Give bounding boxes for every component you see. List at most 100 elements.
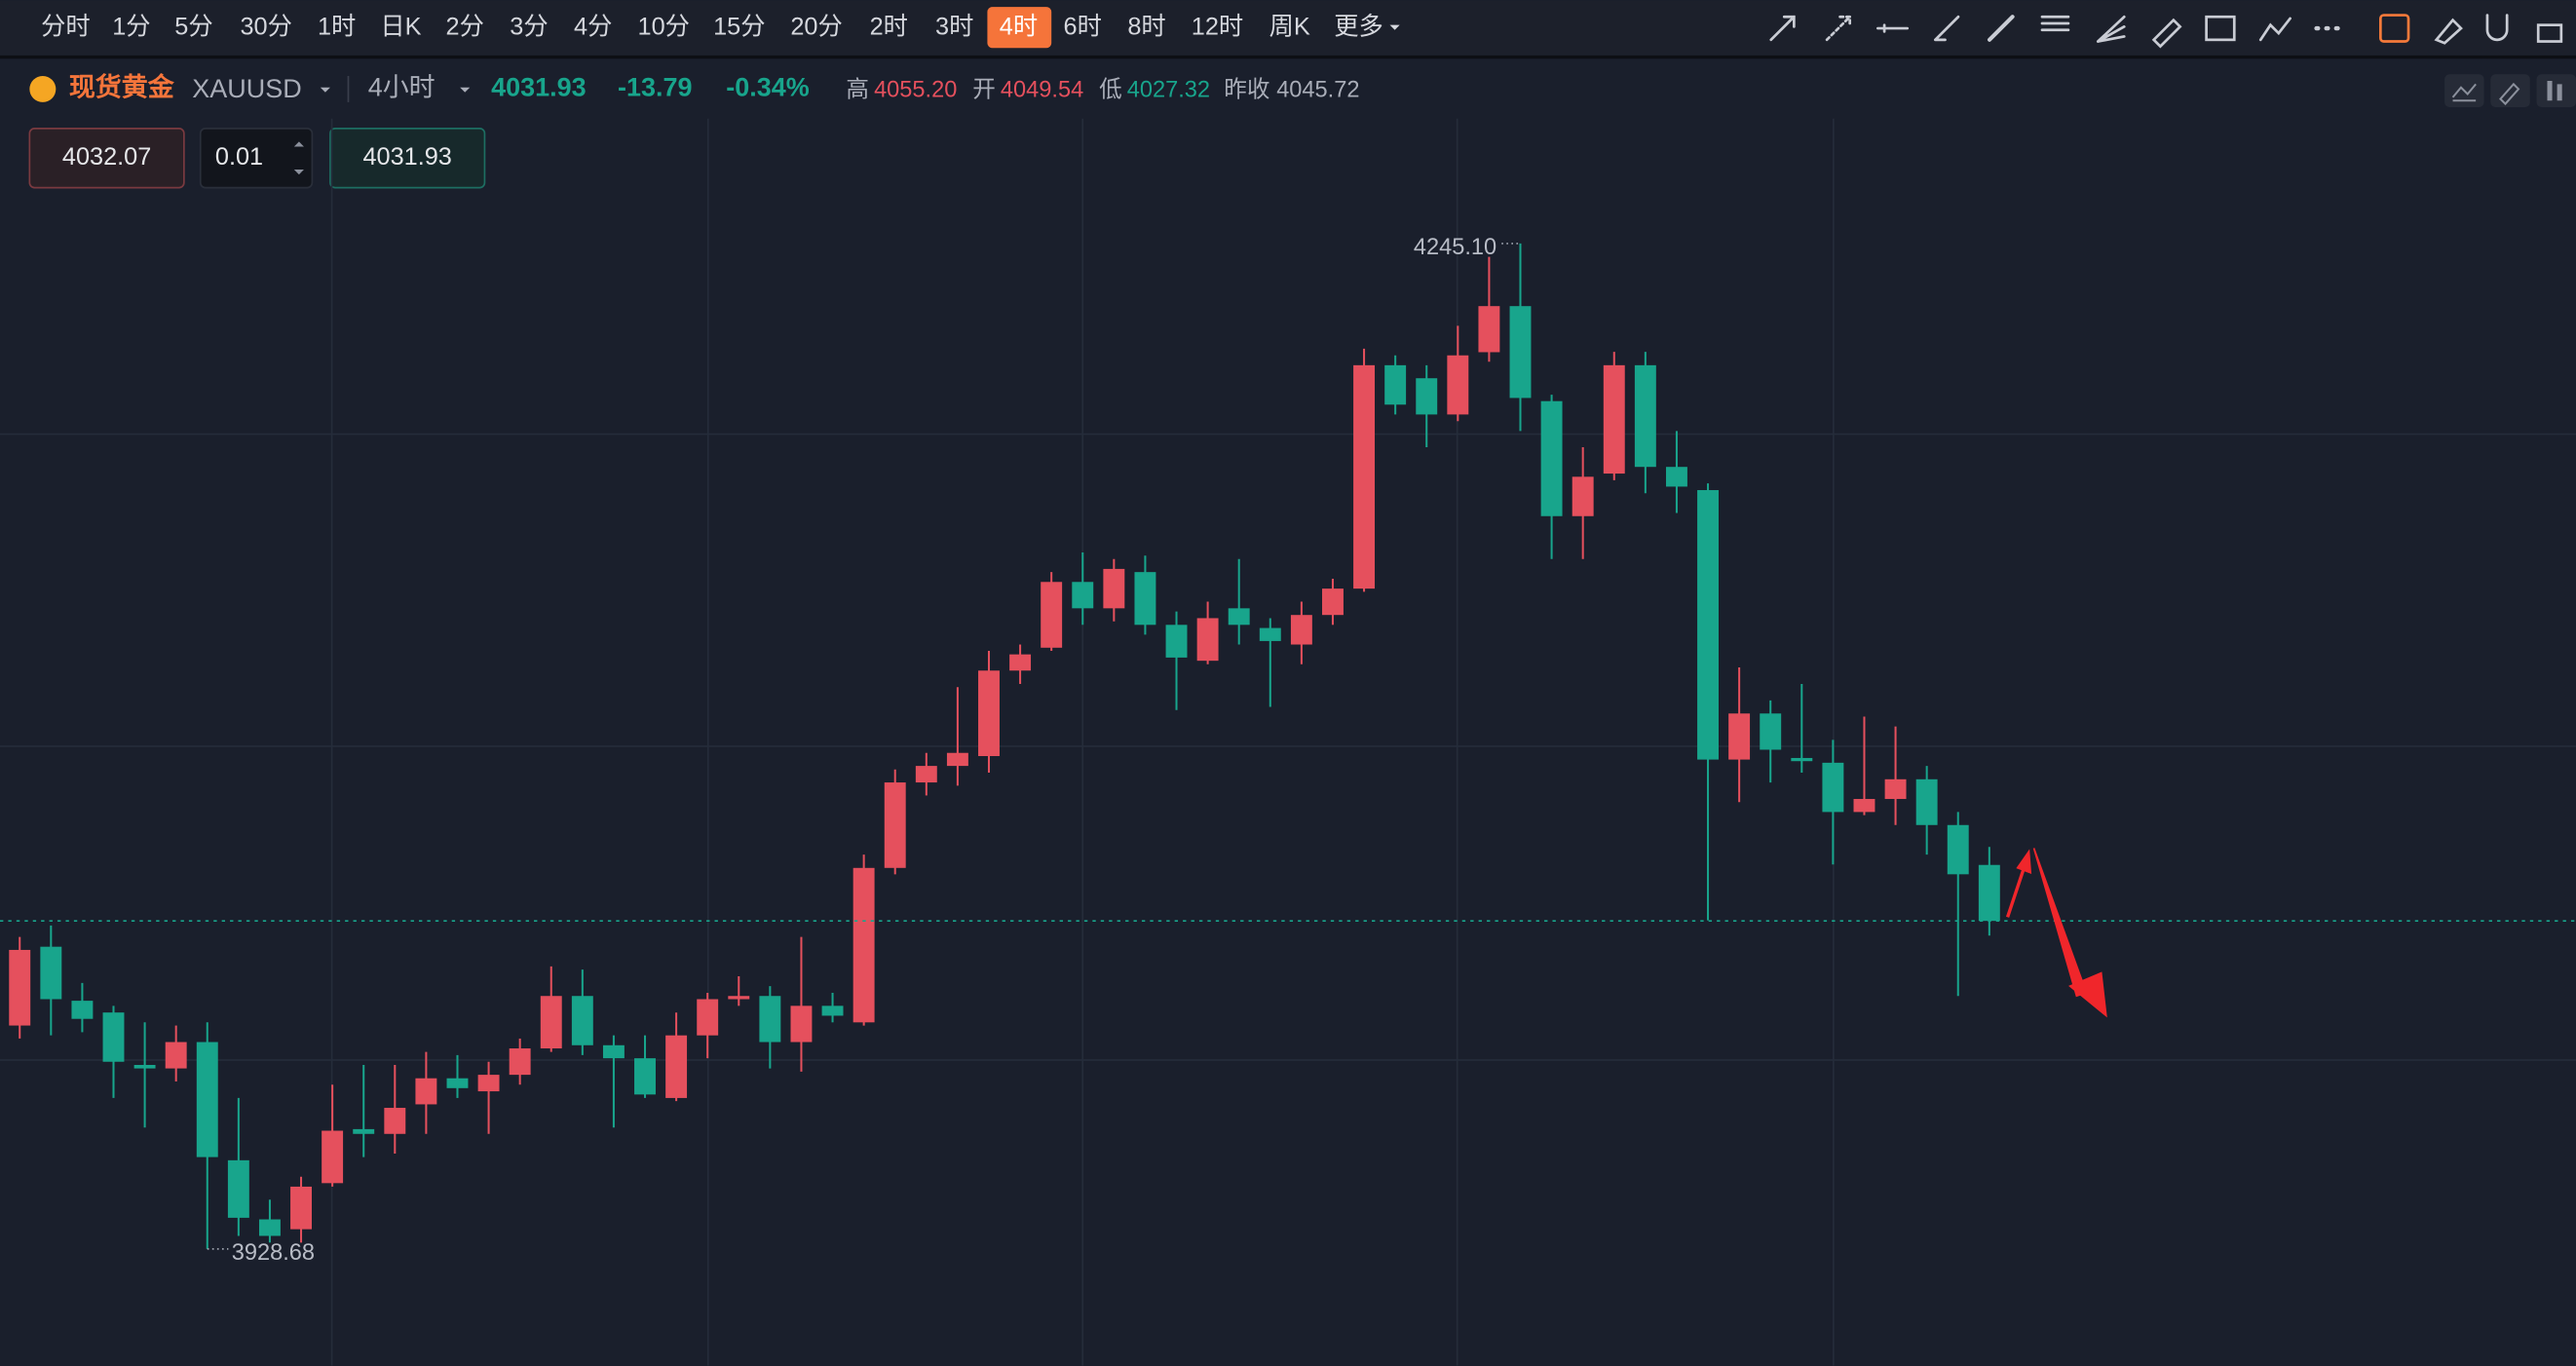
candle-body xyxy=(290,1186,312,1230)
arrow-head xyxy=(2016,849,2032,875)
interval[interactable]: 分时 xyxy=(41,14,91,41)
interval[interactable]: 15分 xyxy=(713,14,765,41)
tool-pattern[interactable] xyxy=(2258,17,2292,42)
symbol-icon xyxy=(29,75,57,102)
candle-body xyxy=(477,1075,500,1092)
candle-body xyxy=(1165,625,1188,658)
interval[interactable]: 3分 xyxy=(510,14,548,41)
interval[interactable]: 2分 xyxy=(446,14,484,41)
tool-segment[interactable] xyxy=(1934,15,1960,42)
min-label: 3928.68 xyxy=(232,1240,315,1266)
symbol-code[interactable]: XAUUSD xyxy=(192,74,301,103)
candle-body xyxy=(1697,490,1719,760)
tool-eraser[interactable] xyxy=(2434,18,2463,45)
candle-body xyxy=(1196,618,1219,662)
candle-body xyxy=(1572,476,1594,516)
candle-body xyxy=(196,1042,218,1157)
candle-body xyxy=(509,1048,531,1076)
candle-body xyxy=(1103,568,1125,609)
candle-body xyxy=(1634,364,1656,468)
candle-body xyxy=(1947,824,1969,875)
interval[interactable]: 30分 xyxy=(240,14,291,41)
quantity-input[interactable] xyxy=(199,128,314,189)
candle-body xyxy=(1728,713,1751,760)
tool-button[interactable] xyxy=(2490,74,2530,107)
tool-trend[interactable] xyxy=(1987,15,2015,42)
sell-price[interactable]: 4032.07 xyxy=(62,143,151,171)
annotation-arrows xyxy=(2005,848,2107,1018)
candle-body xyxy=(1509,306,1532,398)
candle-body xyxy=(1322,588,1344,616)
interval[interactable]: 1时 xyxy=(318,14,356,41)
candle-body xyxy=(915,766,937,783)
buy-price[interactable]: 4031.93 xyxy=(362,143,451,171)
tool-fan[interactable] xyxy=(2096,15,2126,43)
tool-magnet[interactable] xyxy=(2485,14,2509,42)
buy-button[interactable] xyxy=(329,128,486,189)
tool-edit[interactable] xyxy=(2378,14,2410,43)
chart-tools xyxy=(2444,74,2576,107)
stat-value: 4049.54 xyxy=(1001,77,1083,102)
candle-body xyxy=(1603,364,1625,474)
candle-body xyxy=(1822,762,1844,813)
candle-body xyxy=(1853,799,1875,813)
period[interactable]: 4小时 xyxy=(368,73,436,102)
interval[interactable]: 10分 xyxy=(638,14,690,41)
candle-body xyxy=(353,1128,375,1134)
symbol-name[interactable]: 现货黄金 xyxy=(69,72,175,102)
interval[interactable]: 4时 xyxy=(1000,14,1038,41)
tool-image[interactable] xyxy=(2205,15,2236,42)
tool-icon xyxy=(2451,83,2477,102)
caret xyxy=(1389,24,1400,30)
interval[interactable]: 3时 xyxy=(935,14,973,41)
tool-ray[interactable] xyxy=(1825,15,1852,42)
tool-arrow[interactable] xyxy=(1769,15,1796,42)
candle-body xyxy=(40,946,62,1000)
candle-body xyxy=(1540,400,1563,516)
tool-button[interactable] xyxy=(2536,74,2576,107)
interval[interactable]: 6时 xyxy=(1064,14,1102,41)
last-price: 4031.93 xyxy=(491,73,587,102)
candle-body xyxy=(258,1219,281,1236)
candle-body xyxy=(384,1108,406,1134)
interval[interactable]: 1分 xyxy=(112,14,150,41)
interval[interactable]: 更多 xyxy=(1334,14,1383,41)
interval[interactable]: 4分 xyxy=(574,14,612,41)
interval[interactable]: 8时 xyxy=(1127,14,1165,41)
candle-body xyxy=(102,1012,125,1062)
interval[interactable]: 12时 xyxy=(1192,14,1243,41)
interval[interactable]: 2时 xyxy=(870,14,908,41)
stat-value: 4055.20 xyxy=(874,77,957,102)
active-interval xyxy=(987,7,1052,49)
candle-body xyxy=(415,1078,437,1105)
tool-brush[interactable] xyxy=(2151,18,2182,49)
candle-body xyxy=(1478,306,1500,353)
quantity[interactable]: 0.01 xyxy=(215,143,263,171)
tool-lock[interactable] xyxy=(2536,23,2563,43)
interval-bar: 分时 1分 5分 30分 1时 日K 2分 3分 4分 10分 15分 20分 2时 3时 4时 6时 8时 12… xyxy=(41,7,1400,49)
price-change-pct: -0.34% xyxy=(726,73,809,102)
candle-body xyxy=(1072,582,1094,609)
candle-body xyxy=(728,996,750,1000)
tool-fib[interactable] xyxy=(2040,15,2070,32)
candle-body xyxy=(1915,778,1938,825)
sell-button[interactable] xyxy=(28,128,185,189)
interval[interactable]: 周K xyxy=(1269,14,1310,41)
candle-body xyxy=(1416,378,1438,415)
tool-hline[interactable] xyxy=(1876,23,1910,33)
candle-body xyxy=(1353,364,1376,589)
interval[interactable]: 日K xyxy=(380,14,421,41)
tool-icon xyxy=(2499,82,2520,106)
stat-label: 低 xyxy=(1099,76,1122,102)
tool-icon xyxy=(2547,80,2562,101)
candle-body xyxy=(602,1044,625,1059)
interval[interactable]: 5分 xyxy=(174,14,212,41)
ohlc-stats: 高 4055.20 开 4049.54 低 4027.32 昨收 4045.72 xyxy=(846,76,1359,102)
interval[interactable]: 20分 xyxy=(790,14,842,41)
candle-body xyxy=(71,1001,94,1019)
candlestick-chart: 4245.10 3928.68 xyxy=(0,118,2576,1366)
candle-body xyxy=(227,1159,249,1218)
